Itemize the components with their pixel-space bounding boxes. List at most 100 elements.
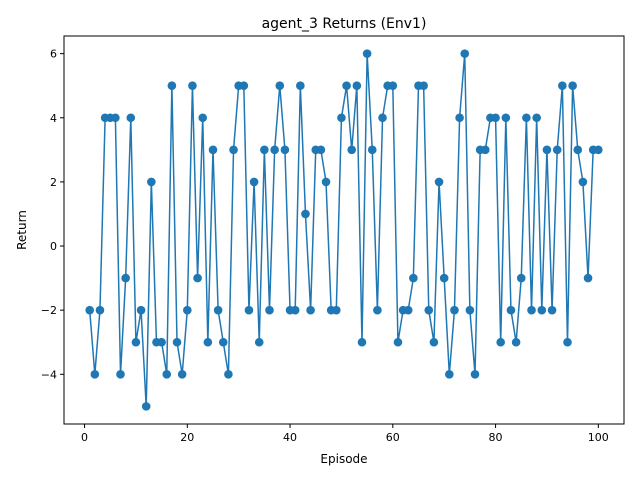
data-point	[429, 337, 439, 347]
data-point	[157, 337, 166, 347]
data-point	[583, 273, 593, 283]
data-point	[496, 337, 505, 347]
data-point	[342, 81, 351, 91]
data-point	[249, 177, 259, 187]
data-point	[563, 337, 572, 347]
data-point	[218, 337, 228, 347]
data-point	[172, 337, 182, 347]
data-point	[568, 81, 577, 91]
x-tick-label: 40	[283, 431, 297, 444]
data-point	[213, 305, 223, 315]
data-point	[455, 113, 464, 123]
data-point	[362, 49, 372, 58]
x-tick-label: 80	[489, 431, 503, 444]
data-point	[316, 145, 326, 155]
data-point	[547, 305, 557, 315]
data-point	[141, 402, 151, 411]
data-point	[522, 113, 531, 123]
y-tick-label: −2	[41, 304, 57, 317]
data-point	[147, 177, 156, 187]
data-point	[244, 305, 254, 315]
data-point	[131, 337, 141, 347]
y-tick-label: −4	[41, 368, 57, 381]
data-point	[388, 81, 398, 91]
data-point	[367, 145, 377, 155]
data-point	[445, 369, 454, 379]
data-point	[306, 305, 315, 315]
data-point	[126, 113, 136, 123]
data-point	[409, 273, 418, 283]
data-point	[537, 305, 547, 315]
data-point	[532, 113, 541, 123]
data-point	[111, 113, 120, 123]
data-point	[460, 49, 470, 58]
data-point	[301, 209, 310, 219]
data-point	[208, 145, 218, 155]
data-point	[224, 369, 233, 379]
data-point	[501, 113, 511, 123]
data-point	[203, 337, 213, 347]
data-point	[393, 337, 403, 347]
x-axis-label: Episode	[320, 452, 367, 466]
data-point	[594, 145, 603, 155]
data-point	[491, 113, 500, 123]
data-point	[193, 273, 202, 283]
data-point	[558, 81, 567, 91]
data-point	[506, 305, 516, 315]
data-point	[265, 305, 274, 315]
data-point	[373, 305, 382, 315]
data-point	[177, 369, 187, 379]
data-point	[296, 81, 305, 91]
data-point	[136, 305, 146, 315]
y-tick-label: 2	[50, 176, 57, 189]
x-tick-label: 20	[180, 431, 194, 444]
x-tick-label: 100	[588, 431, 609, 444]
data-point	[573, 145, 583, 155]
data-point	[275, 81, 285, 91]
data-point	[254, 337, 264, 347]
data-point	[352, 81, 362, 91]
data-point	[450, 305, 459, 315]
data-point	[260, 145, 269, 155]
data-point	[419, 81, 428, 91]
axes-frame	[63, 35, 625, 425]
chart-title: agent_3 Returns (Env1)	[262, 16, 427, 32]
data-point	[357, 337, 367, 347]
data-point	[578, 177, 588, 187]
data-point	[331, 305, 341, 315]
data-point	[337, 113, 346, 123]
data-point	[183, 305, 192, 315]
data-point	[90, 369, 100, 379]
data-point	[188, 81, 197, 91]
data-point	[516, 273, 526, 283]
plot-area	[85, 49, 603, 411]
data-point	[121, 273, 130, 283]
data-point	[280, 145, 290, 155]
data-point	[321, 177, 331, 187]
data-point	[527, 305, 536, 315]
data-point	[95, 305, 105, 315]
series-line	[88, 53, 599, 407]
data-point	[511, 337, 521, 347]
data-point	[167, 81, 177, 91]
data-point	[552, 145, 562, 155]
data-point	[403, 305, 413, 315]
data-point	[116, 369, 125, 379]
x-tick-label: 0	[81, 431, 88, 444]
data-point	[85, 305, 94, 315]
data-point	[480, 145, 490, 155]
data-point	[424, 305, 434, 315]
data-point	[378, 113, 387, 123]
data-point	[290, 305, 300, 315]
data-point	[198, 113, 208, 123]
x-tick-label: 60	[386, 431, 400, 444]
data-point	[542, 145, 552, 155]
data-point	[162, 369, 172, 379]
data-point	[434, 177, 444, 187]
data-point	[470, 369, 480, 379]
data-point	[439, 273, 449, 283]
y-axis-label: Return	[15, 210, 29, 250]
data-point	[229, 145, 238, 155]
